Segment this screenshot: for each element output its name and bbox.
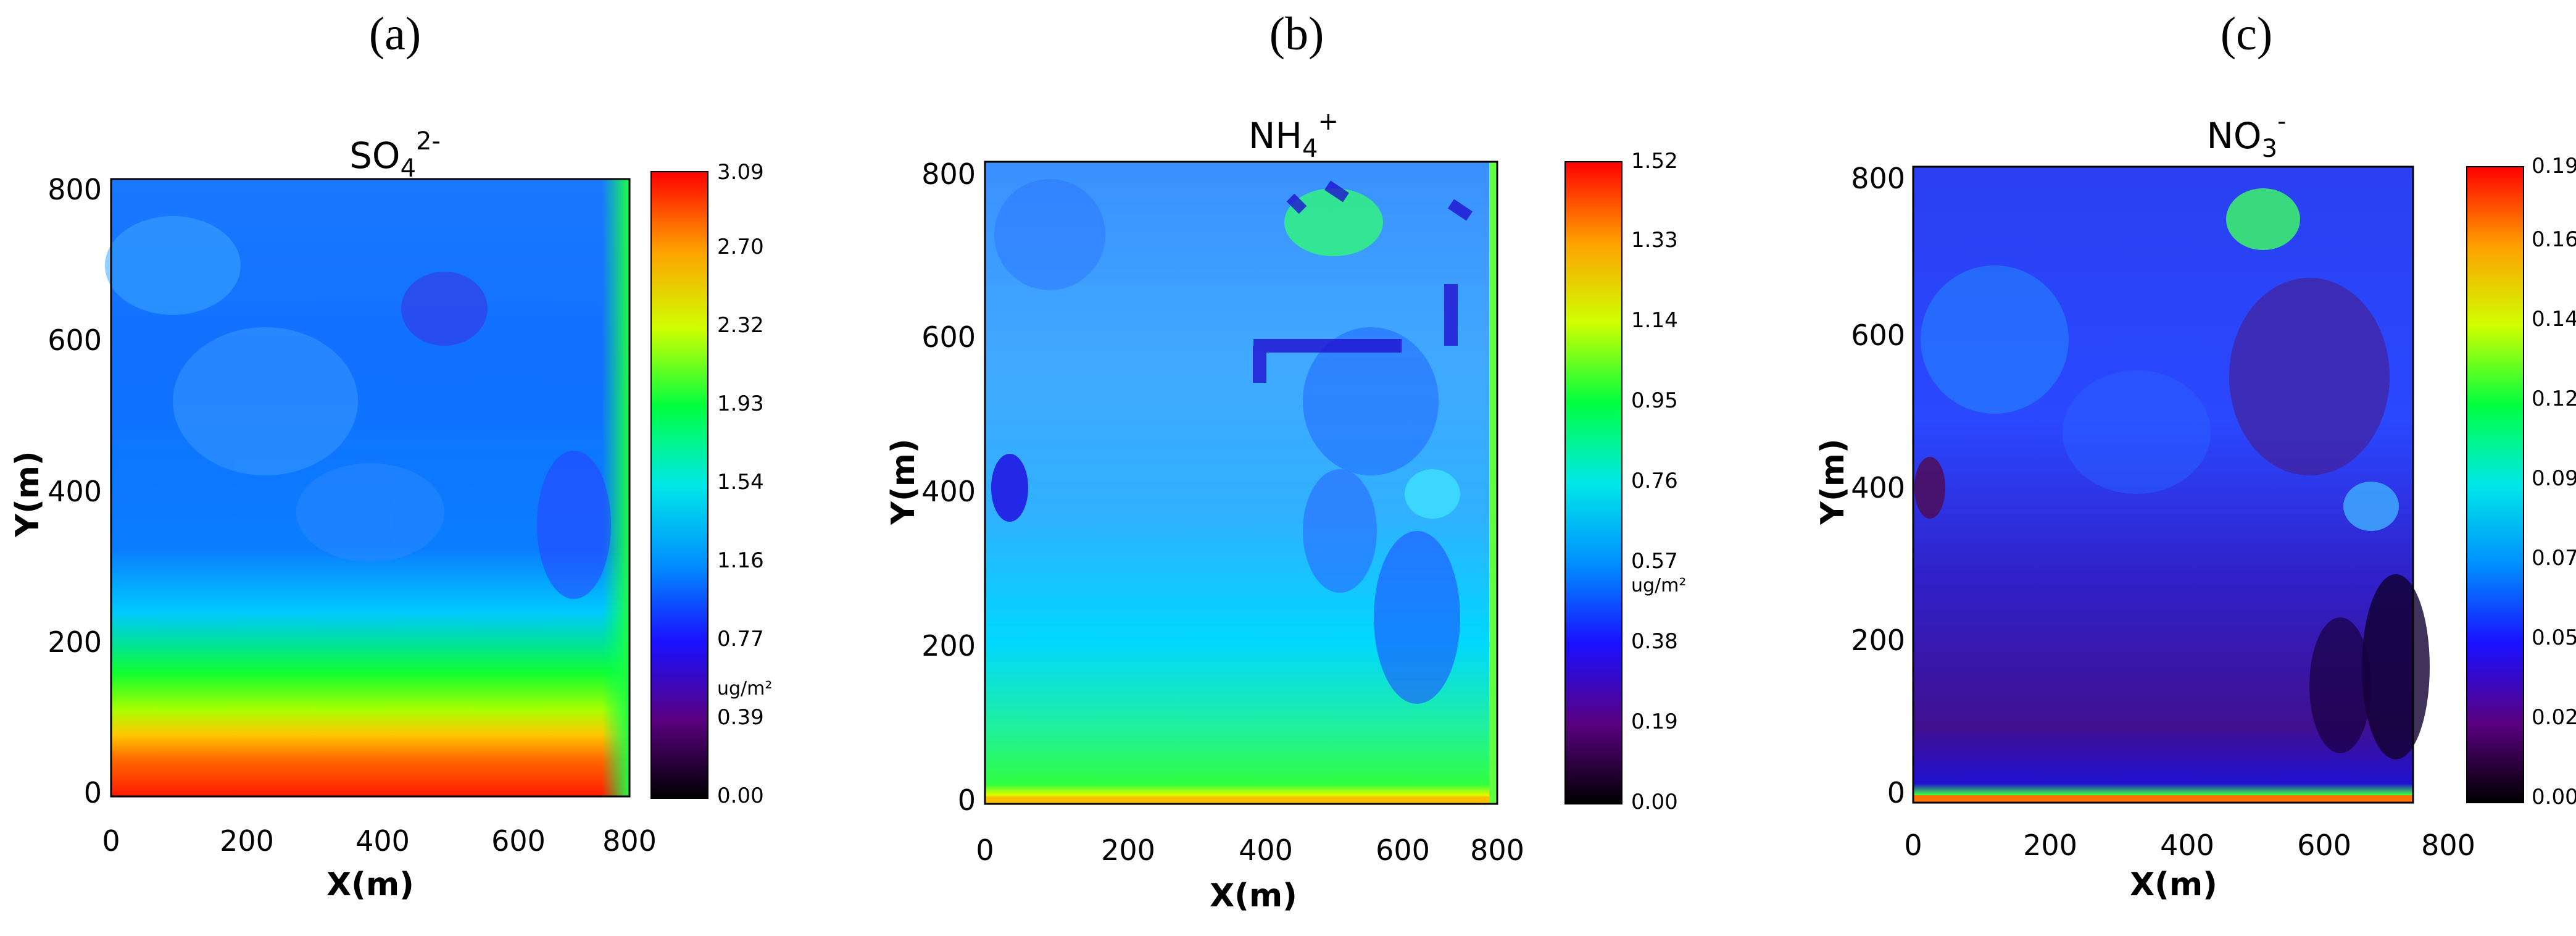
colorbar-tick-label: 2.32: [717, 313, 764, 338]
chart-title: NH4+: [1249, 107, 1339, 163]
x-axis: 0 200 400 600 800 X(m): [1904, 829, 2475, 903]
heatmap-bottom-band: [985, 796, 1497, 804]
colorbar: [1564, 161, 1622, 804]
y-tick-label: 0: [1887, 776, 1905, 809]
y-tick-label: 0: [958, 783, 976, 817]
panel-b: (b) NH4+ 0 200 400 600 800 Y(m): [858, 0, 1717, 933]
y-axis-label: Y(m): [885, 438, 922, 525]
x-axis-label: X(m): [2130, 866, 2217, 903]
colorbar-tick-label: 0.05: [2532, 625, 2576, 650]
plot-frame: [110, 178, 631, 798]
x-tick-label: 800: [2421, 829, 2475, 862]
colorbar: [650, 171, 708, 799]
colorbar-tick-label: 0.07: [2532, 546, 2576, 570]
x-tick-label: 200: [2023, 829, 2077, 862]
colorbar-tick-label: 1.33: [1631, 228, 1678, 253]
y-tick-label: 800: [921, 157, 976, 191]
x-axis-label: X(m): [326, 866, 414, 903]
y-tick-label: 200: [48, 625, 102, 659]
panel-a-svg: (a) SO42- 0 200 400 600 800 Y(m) 0 200: [9, 8, 772, 903]
panel-c: (c) NO3- 0 200 400 600 800 Y(m) 0 200: [1717, 0, 2576, 933]
x-tick-label: 400: [2160, 829, 2214, 862]
x-axis: 0 200 400 600 800 X(m): [976, 834, 1524, 914]
colorbar-tick-label: 0.09: [2532, 466, 2576, 491]
colorbar-ticks: 0.00 0.02 0.05 0.07 0.09 0.12 0.14 0.16 …: [2532, 154, 2576, 809]
y-tick-label: 800: [48, 173, 102, 206]
y-tick-label: 600: [1851, 319, 1905, 352]
y-tick-label: 400: [921, 475, 976, 508]
y-tick-label: 600: [921, 320, 976, 354]
colorbar-ticks: 0.00 0.19 0.38 0.57 0.76 0.95 1.14 1.33 …: [1631, 149, 1686, 814]
x-tick-label: 600: [2297, 829, 2351, 862]
colorbar-tick-label: 0.16: [2532, 227, 2576, 252]
colorbar-tick-label: 0.39: [717, 705, 764, 730]
y-axis: 0 200 400 600 800 Y(m): [1814, 162, 1905, 809]
x-tick-label: 800: [1470, 834, 1524, 867]
panel-label: (b): [1269, 8, 1324, 60]
panel-label: (c): [2221, 8, 2272, 60]
plot-frame: [1912, 165, 2414, 804]
x-tick-label: 800: [602, 824, 657, 858]
colorbar-unit: ug/m²: [1631, 575, 1686, 596]
x-axis: 0 200 400 600 800 X(m): [102, 824, 657, 903]
colorbar-tick-label: 0.77: [717, 627, 764, 651]
heatmap-patches: [105, 216, 611, 599]
y-tick-label: 200: [1851, 624, 1905, 657]
heatmap-patches: [1914, 188, 2430, 759]
panel-a: (a) SO42- 0 200 400 600 800 Y(m) 0 200: [0, 0, 858, 933]
colorbar-tick-label: 1.54: [717, 470, 764, 495]
x-tick-label: 200: [220, 824, 274, 858]
colorbar-tick-label: 1.93: [717, 391, 764, 416]
x-tick-label: 0: [976, 834, 994, 867]
y-tick-label: 200: [921, 629, 976, 662]
heatmap-right-edge: [1489, 162, 1497, 804]
x-tick-label: 400: [1239, 834, 1293, 867]
panel-c-svg: (c) NO3- 0 200 400 600 800 Y(m) 0 200: [1814, 8, 2576, 903]
heatmap-patches: [991, 179, 1473, 704]
colorbar-tick-label: 0.02: [2532, 705, 2576, 730]
heatmap-right-edge: [602, 179, 629, 796]
colorbar-tick-label: 3.09: [717, 160, 764, 185]
colorbar-tick-label: 0.19: [2532, 154, 2576, 178]
colorbar-tick-label: 0.00: [1631, 790, 1678, 814]
colorbar-tick-label: 2.70: [717, 235, 764, 259]
heatmap-bottom-band: [1913, 795, 2413, 803]
panel-label: (a): [369, 8, 421, 60]
y-tick-label: 0: [84, 776, 102, 809]
colorbar-ticks: 0.00 0.39 0.77 1.16 1.54 1.93 2.32 2.70 …: [717, 160, 772, 808]
x-tick-label: 0: [1904, 829, 1922, 862]
colorbar-tick-label: 0.00: [2532, 785, 2576, 809]
x-tick-label: 400: [355, 824, 410, 858]
x-axis-label: X(m): [1210, 877, 1297, 914]
colorbar-tick-label: 0.12: [2532, 387, 2576, 411]
y-tick-label: 400: [1851, 471, 1905, 504]
colorbar-tick-label: 0.95: [1631, 388, 1678, 413]
colorbar-tick-label: 1.14: [1631, 308, 1678, 333]
y-tick-label: 800: [1851, 162, 1905, 195]
x-tick-label: 600: [491, 824, 546, 858]
y-axis: 0 200 400 600 800 Y(m): [9, 173, 102, 809]
colorbar-tick-label: 1.52: [1631, 149, 1678, 173]
colorbar-tick-label: 0.38: [1631, 629, 1678, 654]
y-tick-label: 400: [48, 475, 102, 508]
y-axis-label: Y(m): [9, 451, 46, 537]
y-axis: 0 200 400 600 800 Y(m): [885, 157, 976, 817]
plot-frame: [984, 161, 1498, 805]
colorbar: [2466, 166, 2524, 803]
chart-title: SO42-: [349, 127, 441, 183]
colorbar-tick-label: 0.00: [717, 783, 764, 808]
colorbar-tick-label: 0.57: [1631, 549, 1678, 574]
x-tick-label: 200: [1101, 834, 1155, 867]
y-axis-label: Y(m): [1814, 438, 1851, 525]
colorbar-tick-label: 0.76: [1631, 469, 1678, 493]
colorbar-tick-label: 0.14: [2532, 307, 2576, 332]
x-tick-label: 600: [1376, 834, 1430, 867]
chart-title: NO3-: [2207, 107, 2287, 163]
panel-b-svg: (b) NH4+ 0 200 400 600 800 Y(m): [885, 8, 1686, 914]
y-tick-label: 600: [48, 324, 102, 357]
colorbar-tick-label: 0.19: [1631, 709, 1678, 734]
colorbar-tick-label: 1.16: [717, 548, 764, 573]
x-tick-label: 0: [102, 824, 120, 858]
colorbar-unit: ug/m²: [717, 678, 772, 700]
